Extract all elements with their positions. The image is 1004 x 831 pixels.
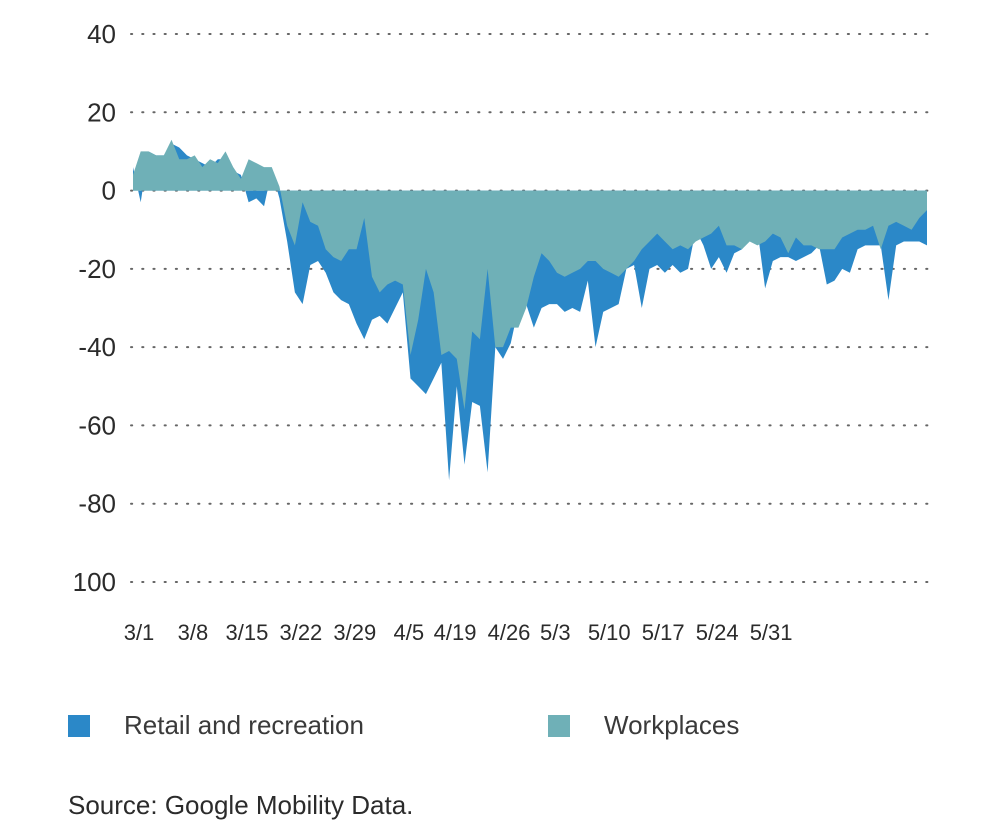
legend: Retail and recreation Workplaces: [0, 704, 1004, 744]
y-tick-label: -40: [78, 332, 116, 362]
series-area-workplaces: [133, 139, 927, 410]
x-tick-label: 5/24: [696, 620, 739, 645]
legend-swatch-retail: [68, 714, 90, 737]
x-tick-label: 3/1: [124, 620, 155, 645]
legend-label-retail: Retail and recreation: [124, 710, 364, 740]
y-tick-label: 0: [102, 176, 116, 206]
x-tick-label: 5/17: [642, 620, 685, 645]
x-tick-label: 3/22: [279, 620, 322, 645]
x-tick-label: 3/29: [333, 620, 376, 645]
x-tick-label: 4/26: [488, 620, 531, 645]
x-tick-label: 5/31: [750, 620, 793, 645]
x-tick-label: 5/3: [540, 620, 571, 645]
x-tick-label: 3/15: [226, 620, 269, 645]
y-tick-label: -20: [78, 254, 116, 284]
legend-item-retail: Retail and recreation: [68, 710, 364, 741]
source-note: Source: Google Mobility Data.: [68, 790, 414, 820]
legend-label-workplaces: Workplaces: [604, 710, 740, 740]
legend-swatch-workplaces: [548, 714, 570, 737]
y-tick-label: 40: [87, 19, 116, 49]
legend-item-workplaces: Workplaces: [548, 710, 739, 741]
y-tick-label: 20: [87, 97, 116, 127]
y-tick-label: 100: [73, 567, 116, 597]
x-tick-label: 4/5: [394, 620, 425, 645]
x-tick-label: 5/10: [588, 620, 631, 645]
series-areas: [133, 139, 927, 481]
x-tick-label: 4/19: [434, 620, 477, 645]
y-tick-label: -60: [78, 410, 116, 440]
x-tick-label: 3/8: [178, 620, 209, 645]
y-tick-label: -80: [78, 489, 116, 519]
mobility-area-chart: 40 20 0 -20 -40 -60 -80 100 3/1 3/8 3/15 3/22 3/29 4…: [73, 19, 929, 645]
y-axis-ticks: 40 20 0 -20 -40 -60 -80 100: [73, 19, 116, 597]
x-axis-ticks: 3/1 3/8 3/15 3/22 3/29 4/5 4/19 4/26 5/3 5/10 5/17…: [124, 620, 793, 645]
